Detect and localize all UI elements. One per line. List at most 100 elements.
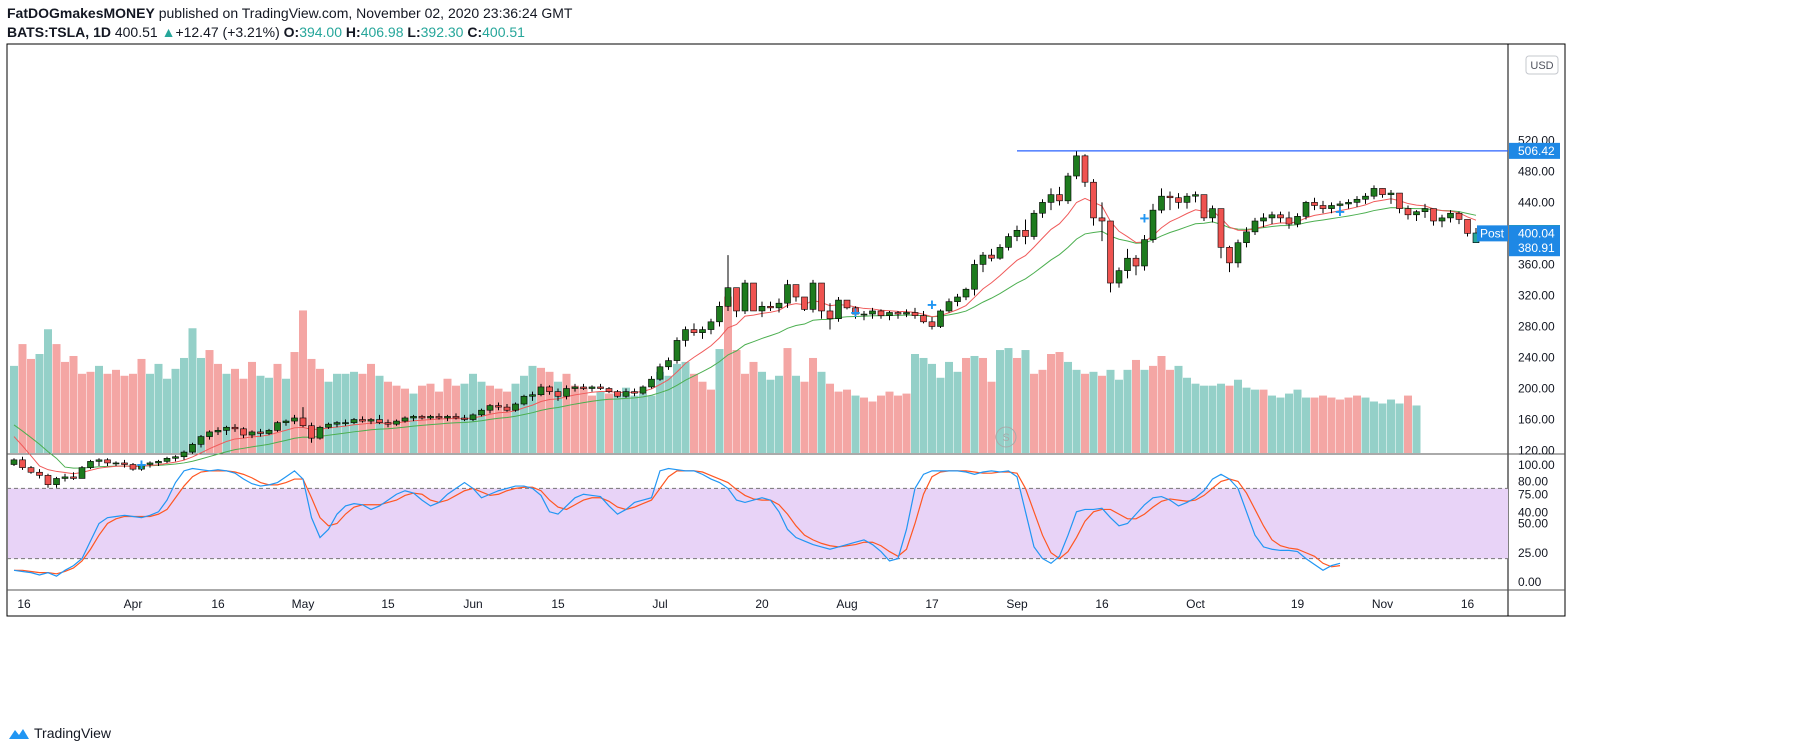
candle-body xyxy=(911,312,919,316)
volume-bar xyxy=(222,373,231,453)
volume-bar xyxy=(61,361,69,453)
volume-bar xyxy=(690,373,698,453)
volume-bar xyxy=(409,393,418,453)
candle-body xyxy=(801,296,808,310)
candle-body xyxy=(597,386,604,389)
volume-bar xyxy=(1225,385,1234,453)
candle-body xyxy=(1438,217,1446,222)
candle-body xyxy=(78,467,86,479)
tradingview-footer[interactable]: TradingView xyxy=(8,725,111,741)
candle-body xyxy=(724,287,732,307)
candle-body xyxy=(1251,220,1259,233)
candle-body xyxy=(291,417,298,422)
price-tick-label: 360.00 xyxy=(1518,257,1555,271)
symbol-label[interactable]: BATS:TSLA, 1D xyxy=(7,24,111,40)
currency-button-label: USD xyxy=(1530,60,1553,72)
candle-body xyxy=(461,417,468,420)
candle-body xyxy=(520,395,528,405)
candle-body xyxy=(240,428,247,436)
candle-body xyxy=(231,426,239,430)
price-label: 400.04 xyxy=(1518,226,1555,240)
volume-bar xyxy=(987,381,996,453)
volume-bar xyxy=(163,378,171,453)
candle-body xyxy=(971,264,978,290)
volume-bar xyxy=(919,357,928,453)
post-label-bg xyxy=(1477,225,1508,242)
volume-bar xyxy=(1378,403,1387,453)
candle-body xyxy=(444,416,451,419)
candle-body xyxy=(1166,195,1174,199)
volume-bar xyxy=(1293,389,1302,453)
volume-bar xyxy=(664,375,673,453)
candle-body xyxy=(1183,195,1191,203)
candle-body xyxy=(962,288,970,298)
time-tick-label: 16 xyxy=(1461,597,1475,611)
volume-bar xyxy=(1387,399,1395,453)
close-label: C: xyxy=(467,24,483,40)
volume-bar xyxy=(1310,397,1319,453)
candle-body xyxy=(1132,257,1140,267)
time-tick-label: Jun xyxy=(463,597,482,611)
volume-bar xyxy=(902,393,911,453)
candle-body xyxy=(860,313,868,316)
candle-body xyxy=(529,394,536,397)
candle-body xyxy=(877,310,885,316)
candle-body xyxy=(835,299,842,320)
candle-body xyxy=(418,416,426,419)
author-name[interactable]: FatDOGmakesMONEY xyxy=(7,5,155,21)
candle-body xyxy=(1175,197,1182,203)
candle-body xyxy=(1158,195,1165,211)
volume-bar xyxy=(1021,350,1030,453)
candle-body xyxy=(1226,247,1233,264)
volume-bar xyxy=(1285,393,1293,453)
candle-body xyxy=(1107,220,1114,284)
candle-body xyxy=(495,405,502,408)
candle-body xyxy=(1124,257,1131,271)
chart-header: FatDOGmakesMONEY published on TradingVie… xyxy=(7,4,572,42)
candle-body xyxy=(282,420,290,423)
volume-bar xyxy=(1149,365,1157,453)
candle-body xyxy=(1311,202,1318,206)
candle-body xyxy=(1379,188,1386,195)
candle-body xyxy=(631,391,638,394)
volume-bar xyxy=(792,375,800,453)
volume-bar xyxy=(1259,389,1268,453)
candle-body xyxy=(27,467,35,473)
time-tick-label: 16 xyxy=(1095,597,1109,611)
volume-bar xyxy=(783,348,792,453)
candle-body xyxy=(1064,175,1072,202)
candle-body xyxy=(605,388,613,392)
source-watermark: S xyxy=(1002,432,1009,444)
volume-bar xyxy=(95,365,103,453)
volume-bar xyxy=(554,381,562,453)
footer-brand: TradingView xyxy=(34,725,112,741)
candle-body xyxy=(852,307,859,315)
volume-bar xyxy=(1276,397,1285,453)
candle-body xyxy=(656,366,664,380)
candle-body xyxy=(945,301,953,312)
candle-body xyxy=(87,461,94,468)
candle-body xyxy=(1362,195,1369,200)
price-tick-label: 80.00 xyxy=(1518,475,1548,489)
candle-body xyxy=(707,321,715,330)
close-value: 400.51 xyxy=(482,24,525,40)
candle-body xyxy=(248,431,256,436)
volume-bar xyxy=(1157,355,1166,453)
volume-bar xyxy=(970,355,979,453)
time-tick-label: 19 xyxy=(1291,597,1305,611)
candle-body xyxy=(920,315,927,323)
volume-bar xyxy=(214,363,222,453)
volume-bar xyxy=(1234,379,1242,453)
candle-body xyxy=(129,464,137,470)
price-label-bg xyxy=(1509,225,1560,242)
volume-bar xyxy=(588,395,596,453)
candle-body xyxy=(95,459,103,462)
candle-body xyxy=(274,422,281,431)
volume-bar xyxy=(1251,389,1259,453)
volume-bar xyxy=(350,371,358,453)
volume-bar xyxy=(86,371,95,453)
volume-bar xyxy=(809,357,817,453)
candle-body xyxy=(1200,194,1208,219)
volume-bar xyxy=(435,391,443,453)
